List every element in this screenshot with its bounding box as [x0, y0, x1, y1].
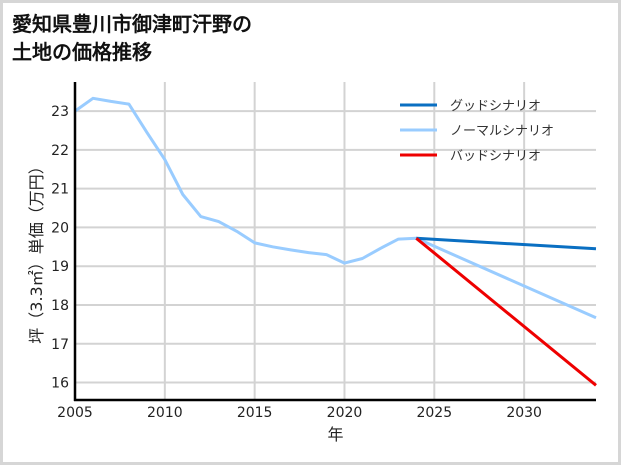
x-tick-label: 2015	[237, 405, 273, 421]
x-axis-label: 年	[327, 425, 343, 444]
y-tick-label: 17	[51, 337, 69, 353]
y-tick-label: 18	[51, 298, 69, 314]
x-tick-label: 2010	[147, 405, 183, 421]
y-tick-label: 20	[51, 220, 69, 236]
x-tick-label: 2025	[416, 405, 452, 421]
y-tick-label: 22	[51, 143, 69, 159]
chart-title-line2: 土地の価格推移	[12, 40, 152, 64]
y-tick-label: 16	[51, 376, 69, 392]
legend-label: バッドシナリオ	[450, 149, 541, 164]
legend-label: グッドシナリオ	[450, 99, 541, 114]
series-line	[74, 96, 597, 320]
series-line	[415, 237, 597, 387]
y-tick-label: 21	[51, 182, 69, 198]
y-tick-label: 23	[51, 104, 69, 120]
x-tick-label: 2020	[327, 405, 363, 421]
chart-title: 愛知県豊川市御津町汗野の 土地の価格推移	[12, 10, 252, 66]
y-tick-label: 19	[51, 259, 69, 275]
chart-title-line1: 愛知県豊川市御津町汗野の	[12, 12, 252, 36]
axes: 2005 2010 2015 2020 2025 2030 16 17 18 19 20 21 22 23…	[27, 82, 596, 444]
x-tick-label: 2030	[506, 405, 542, 421]
series-line	[416, 236, 597, 251]
y-axis-label: 坪（3.3㎡）単価（万円）	[27, 158, 46, 343]
data-series	[74, 96, 597, 387]
x-tick-label: 2005	[57, 405, 93, 421]
legend-label: ノーマルシナリオ	[450, 124, 554, 139]
